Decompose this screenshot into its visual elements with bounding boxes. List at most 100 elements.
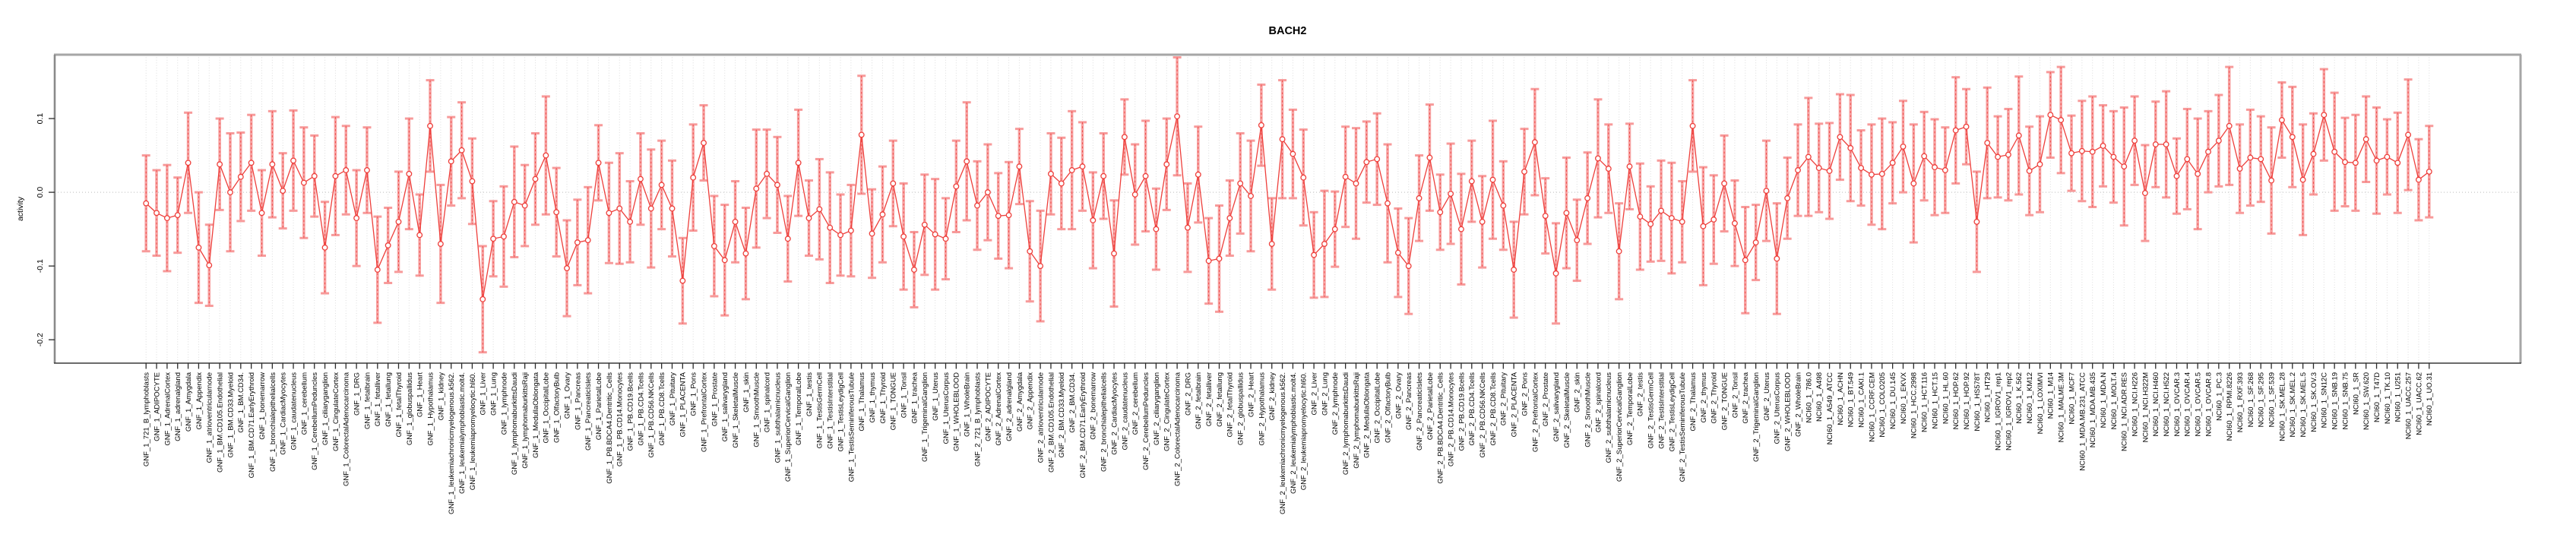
x-tick-label: NCI60_1_MOLT.4 — [2110, 372, 2119, 429]
x-tick-label: GNF_2_skin — [1574, 372, 1582, 413]
data-point — [543, 152, 549, 159]
x-tick-label: GNF_2_Prostate — [1542, 372, 1550, 426]
data-point — [1363, 159, 1370, 166]
data-point — [784, 236, 791, 242]
data-point — [2362, 136, 2369, 143]
data-point — [1258, 122, 1264, 128]
data-point — [1805, 153, 1812, 160]
data-point — [1995, 153, 2002, 160]
data-point — [258, 210, 265, 217]
data-point — [1374, 156, 1381, 163]
data-point — [1710, 217, 1717, 223]
data-point — [1616, 248, 1622, 255]
data-point — [1300, 174, 1307, 181]
data-point — [479, 296, 486, 302]
data-point — [490, 236, 497, 242]
data-point — [1837, 134, 1843, 141]
y-tick-label: -0.1 — [36, 259, 45, 273]
data-point — [900, 233, 907, 240]
data-point — [248, 160, 255, 166]
data-point — [1511, 267, 1517, 273]
x-tick-label: GNF_2_Amygdala — [1016, 372, 1024, 432]
data-point — [2026, 168, 2033, 174]
x-tick-label: GNF_1_OlfactoryBulb — [553, 372, 562, 443]
data-point — [206, 262, 213, 269]
data-point — [679, 277, 686, 284]
data-point — [2331, 148, 2338, 155]
data-point — [1763, 188, 1770, 194]
x-tick-label: GNF_1_Thyroid — [879, 372, 888, 424]
x-tick-label: GNF_2_adrenalgland — [1005, 372, 1014, 441]
data-point — [1984, 140, 1991, 147]
x-tick-label: GNF_1_ParietalLobe — [595, 372, 603, 440]
x-tick-label: NCI60_1_KM12 — [2026, 372, 2034, 424]
x-tick-label: GNF_1_leukemiachronicmyelogenous.k562. — [448, 372, 456, 514]
x-tick-label: GNF_2_TestisLeydigCell — [1668, 372, 1676, 452]
x-tick-label: GNF_1_ColorectalAdenocarcinoma — [343, 372, 351, 486]
x-tick-label: GNF_2_Ovary — [1394, 372, 1403, 419]
x-tick-label: GNF_1_SkeletalMuscle — [732, 372, 740, 448]
x-tick-label: GNF_1_adrenalgland — [174, 372, 182, 441]
x-tick-label: GNF_2_Heart — [1247, 372, 1255, 417]
x-tick-label: GNF_1_leukemialymphoblastic.molt4. — [458, 372, 467, 494]
x-tick-label: GNF_1_TrigeminalGanglion — [921, 372, 929, 462]
x-tick-label: NCI60_1_UACC.62 — [2415, 372, 2423, 435]
data-point — [1100, 172, 1107, 179]
data-point — [816, 206, 823, 213]
x-tick-label: NCI60_1_CAKI.1 — [1857, 372, 1866, 428]
data-point — [1774, 255, 1780, 262]
data-point — [1932, 164, 1938, 171]
data-point — [1689, 122, 1696, 129]
data-point — [290, 157, 296, 164]
x-tick-label: GNF_2_PLACENTA — [1511, 372, 1519, 437]
data-point — [627, 218, 634, 225]
x-tick-label: NCI60_1_SK.MEL.28 — [2278, 372, 2286, 441]
data-point — [1784, 194, 1791, 201]
x-tick-label: GNF_1_atrioventricularnode — [206, 372, 214, 463]
x-tick-label: GNF_1_SmoothMuscle — [753, 372, 761, 447]
y-tick-label: -0.2 — [36, 333, 45, 346]
data-point — [1048, 170, 1054, 177]
x-tick-label: GNF_1_PB.CD8.Tcells — [658, 372, 666, 446]
data-point — [2426, 168, 2432, 175]
x-tick-label: GNF_2_Pons — [1521, 372, 1529, 416]
x-tick-label: GNF_2_Thyroid — [1710, 372, 1719, 424]
data-point — [1605, 166, 1612, 172]
x-tick-label: GNF_1_fetalliver — [374, 372, 382, 426]
x-tick-label: GNF_1_Hypothalamus — [426, 372, 435, 446]
x-tick-label: NCI60_1_SF.295 — [2258, 372, 2266, 427]
data-point — [1900, 143, 1907, 150]
x-tick-label: NCI60_1_NCI.H322M — [2141, 372, 2150, 442]
data-point — [1521, 168, 1527, 175]
x-tick-label: GNF_2_fetalThyroid — [1226, 372, 1235, 438]
x-tick-label: GNF_2_lymphomaburkittsDaudi — [1342, 372, 1350, 475]
x-tick-label: GNF_1_BM.CD105.Endothelial — [217, 372, 225, 473]
data-point — [1489, 176, 1496, 183]
x-tick-label: GNF_1_DRG — [353, 372, 362, 416]
x-tick-label: GNF_1_kidney — [437, 372, 445, 421]
x-tick-label: NCI60_1_OVCAR.4 — [2184, 372, 2192, 436]
x-tick-label: GNF_1_SuperiorCervicalGanglion — [784, 372, 793, 482]
x-tick-label: NCI60_1_M14 — [2047, 372, 2055, 419]
x-tick-label: GNF_1_spinalcord — [764, 372, 772, 432]
x-tick-label: GNF_1_Prostate — [710, 372, 719, 426]
x-tick-label: GNF_2_testis — [1637, 372, 1645, 416]
x-tick-label: GNF_1_TestisLeydigCell — [837, 372, 845, 452]
x-tick-label: GNF_2_UterusCorpus — [1774, 372, 1782, 444]
x-tick-label: NCI60_1_NCI.H460 — [2152, 372, 2160, 437]
data-point — [995, 213, 1002, 220]
data-point — [1342, 173, 1349, 180]
x-tick-label: GNF_1_salivarygland — [721, 372, 729, 441]
data-point — [710, 242, 717, 249]
x-tick-label: GNF_2_TrigeminalGanglion — [1752, 372, 1761, 462]
x-tick-label: GNF_2_WHOLEBLOOD — [1784, 372, 1793, 451]
data-point — [1090, 217, 1097, 223]
x-tick-label: GNF_1_fetalbrain — [363, 372, 372, 429]
x-tick-label: NCI60_1_EKVX — [1900, 372, 1908, 424]
x-tick-label: GNF_1_Lung — [490, 372, 498, 416]
x-tick-label: GNF_1_caudatenucleus — [290, 372, 298, 451]
x-tick-label: NCI60_1_MALME.3M — [2058, 372, 2066, 442]
x-tick-label: GNF_1_lymphnode — [500, 372, 508, 435]
data-point — [1815, 165, 1822, 172]
x-tick-label: GNF_1_PLACENTA — [679, 372, 688, 437]
